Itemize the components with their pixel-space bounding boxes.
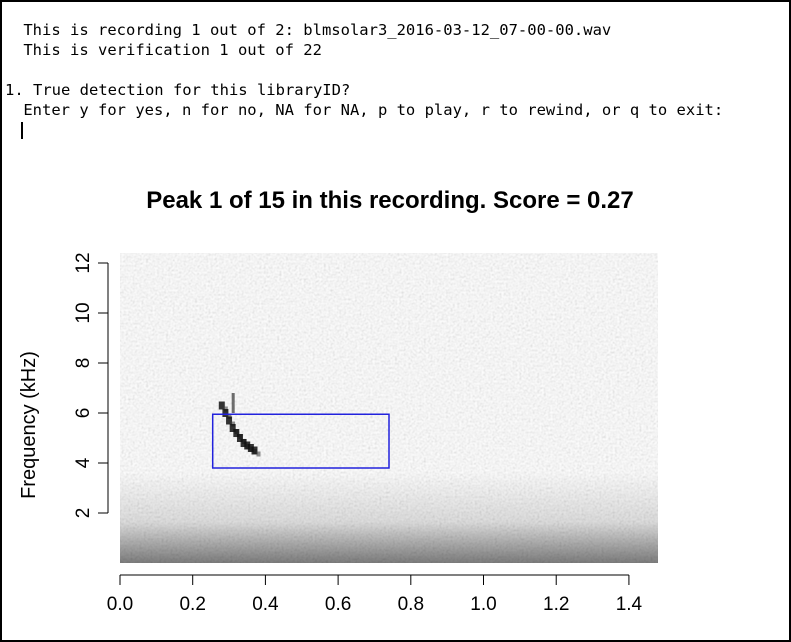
y-tick-label: 10 — [73, 302, 94, 323]
x-tick-label: 1.4 — [616, 594, 643, 615]
chart-title: Peak 1 of 15 in this recording. Score = … — [146, 187, 634, 214]
x-axis: 0.0 0.2 0.4 0.6 0.8 1.0 1.2 1.4 — [107, 574, 643, 615]
x-tick-label: 0.2 — [179, 594, 205, 615]
call-pixel — [233, 429, 240, 437]
call-pixel — [231, 393, 235, 413]
x-tick-label: 1.0 — [470, 594, 496, 615]
spectrogram-image — [120, 253, 658, 563]
x-tick-label: 0.0 — [107, 594, 133, 615]
x-tick-label: 1.2 — [543, 594, 569, 615]
plot-svg: Peak 1 of 15 in this recording. Score = … — [18, 187, 658, 615]
question-line: 1. True detection for this libraryID? — [5, 81, 351, 99]
input-prompt-line: Enter y for yes, n for no, NA for NA, p … — [14, 101, 724, 119]
x-tick-label: 0.4 — [252, 594, 279, 615]
y-axis-label: Frequency (kHz) — [18, 351, 40, 499]
call-pixel — [256, 451, 261, 457]
spectrogram-plot: Peak 1 of 15 in this recording. Score = … — [2, 172, 789, 640]
y-tick-label: 8 — [73, 358, 94, 369]
call-pixel — [229, 424, 236, 432]
call-pixel — [222, 409, 229, 417]
call-pixel — [240, 439, 247, 447]
call-pixel — [247, 444, 254, 452]
call-trace — [218, 393, 261, 457]
y-tick-label: 2 — [73, 508, 94, 519]
x-tick-label: 0.6 — [325, 594, 351, 615]
text-cursor[interactable] — [21, 122, 23, 139]
y-tick-label: 6 — [73, 408, 94, 419]
y-axis: 2 4 6 8 10 12 — [73, 252, 109, 519]
call-pixel — [236, 434, 243, 442]
spectrogram-low-band — [120, 472, 658, 563]
y-tick-label: 12 — [73, 252, 94, 273]
console-output[interactable]: This is recording 1 out of 2: blmsolar3_… — [2, 2, 789, 162]
call-pixel — [251, 446, 258, 455]
call-pixel — [244, 441, 251, 450]
x-tick-label: 0.8 — [398, 594, 424, 615]
call-pixel — [226, 416, 233, 425]
recording-status-line: This is recording 1 out of 2: blmsolar3_… — [14, 21, 612, 39]
y-tick-label: 4 — [73, 457, 94, 468]
verification-status-line: This is verification 1 out of 22 — [14, 41, 322, 59]
detection-box — [211, 413, 390, 469]
call-pixel — [218, 401, 225, 410]
